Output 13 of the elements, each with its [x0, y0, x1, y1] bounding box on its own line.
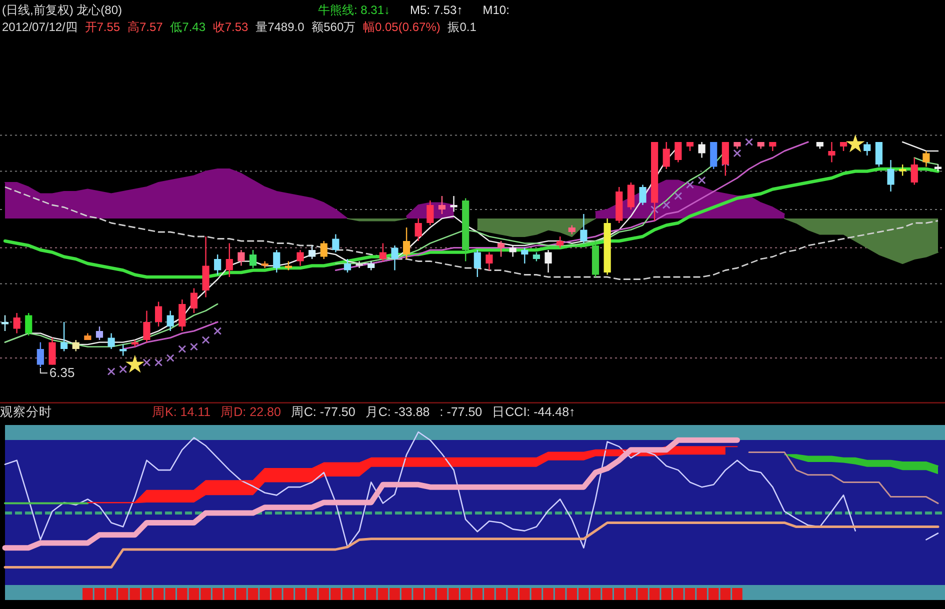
text: 日CCI: -44.48↑ — [492, 405, 576, 420]
text: 周K: 14.11 — [152, 405, 211, 420]
text: 周D: 22.80 — [220, 405, 281, 420]
annotation: 6.35 — [49, 365, 75, 380]
text: 周C: -77.50 — [290, 405, 356, 420]
text: : -77.50 — [440, 405, 482, 420]
text: M10: — [482, 3, 510, 18]
chart-title: 观察分时 — [0, 405, 52, 420]
text: M5: 7.53↑ — [410, 3, 463, 18]
chart-title: (日线,前复权) 龙心(80) — [2, 3, 122, 18]
text: 2012/07/12/四 开7.55 高7.57 低7.43 收7.53 量7489.0 额560万 幅0.05(0.67%) 振0.1 — [2, 20, 476, 34]
text: 牛熊线: 8.31↓ — [318, 3, 390, 18]
text: 月C: -33.88 — [365, 405, 430, 420]
